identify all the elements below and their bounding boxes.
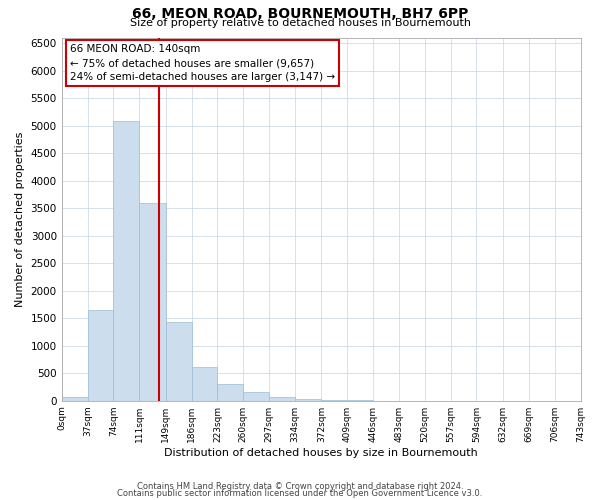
X-axis label: Distribution of detached houses by size in Bournemouth: Distribution of detached houses by size … <box>164 448 478 458</box>
Bar <box>166 322 191 400</box>
Bar <box>139 202 166 400</box>
Text: 66, MEON ROAD, BOURNEMOUTH, BH7 6PP: 66, MEON ROAD, BOURNEMOUTH, BH7 6PP <box>132 8 468 22</box>
Text: 66 MEON ROAD: 140sqm
← 75% of detached houses are smaller (9,657)
24% of semi-de: 66 MEON ROAD: 140sqm ← 75% of detached h… <box>70 44 335 82</box>
Bar <box>269 397 295 400</box>
Text: Contains HM Land Registry data © Crown copyright and database right 2024.: Contains HM Land Registry data © Crown c… <box>137 482 463 491</box>
Bar <box>217 384 243 400</box>
Bar <box>243 392 269 400</box>
Y-axis label: Number of detached properties: Number of detached properties <box>15 132 25 307</box>
Bar <box>113 121 139 400</box>
Bar <box>295 399 322 400</box>
Text: Contains public sector information licensed under the Open Government Licence v3: Contains public sector information licen… <box>118 488 482 498</box>
Bar <box>191 366 217 400</box>
Text: Size of property relative to detached houses in Bournemouth: Size of property relative to detached ho… <box>130 18 470 28</box>
Bar <box>62 398 88 400</box>
Bar <box>88 310 113 400</box>
